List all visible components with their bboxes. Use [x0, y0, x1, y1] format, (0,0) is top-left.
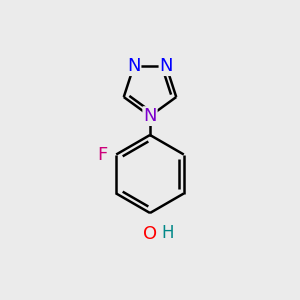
Text: N: N	[143, 107, 157, 125]
Text: H: H	[161, 224, 174, 242]
Text: O: O	[143, 225, 157, 243]
Text: N: N	[127, 57, 140, 75]
Text: N: N	[160, 57, 173, 75]
Text: F: F	[98, 146, 108, 164]
